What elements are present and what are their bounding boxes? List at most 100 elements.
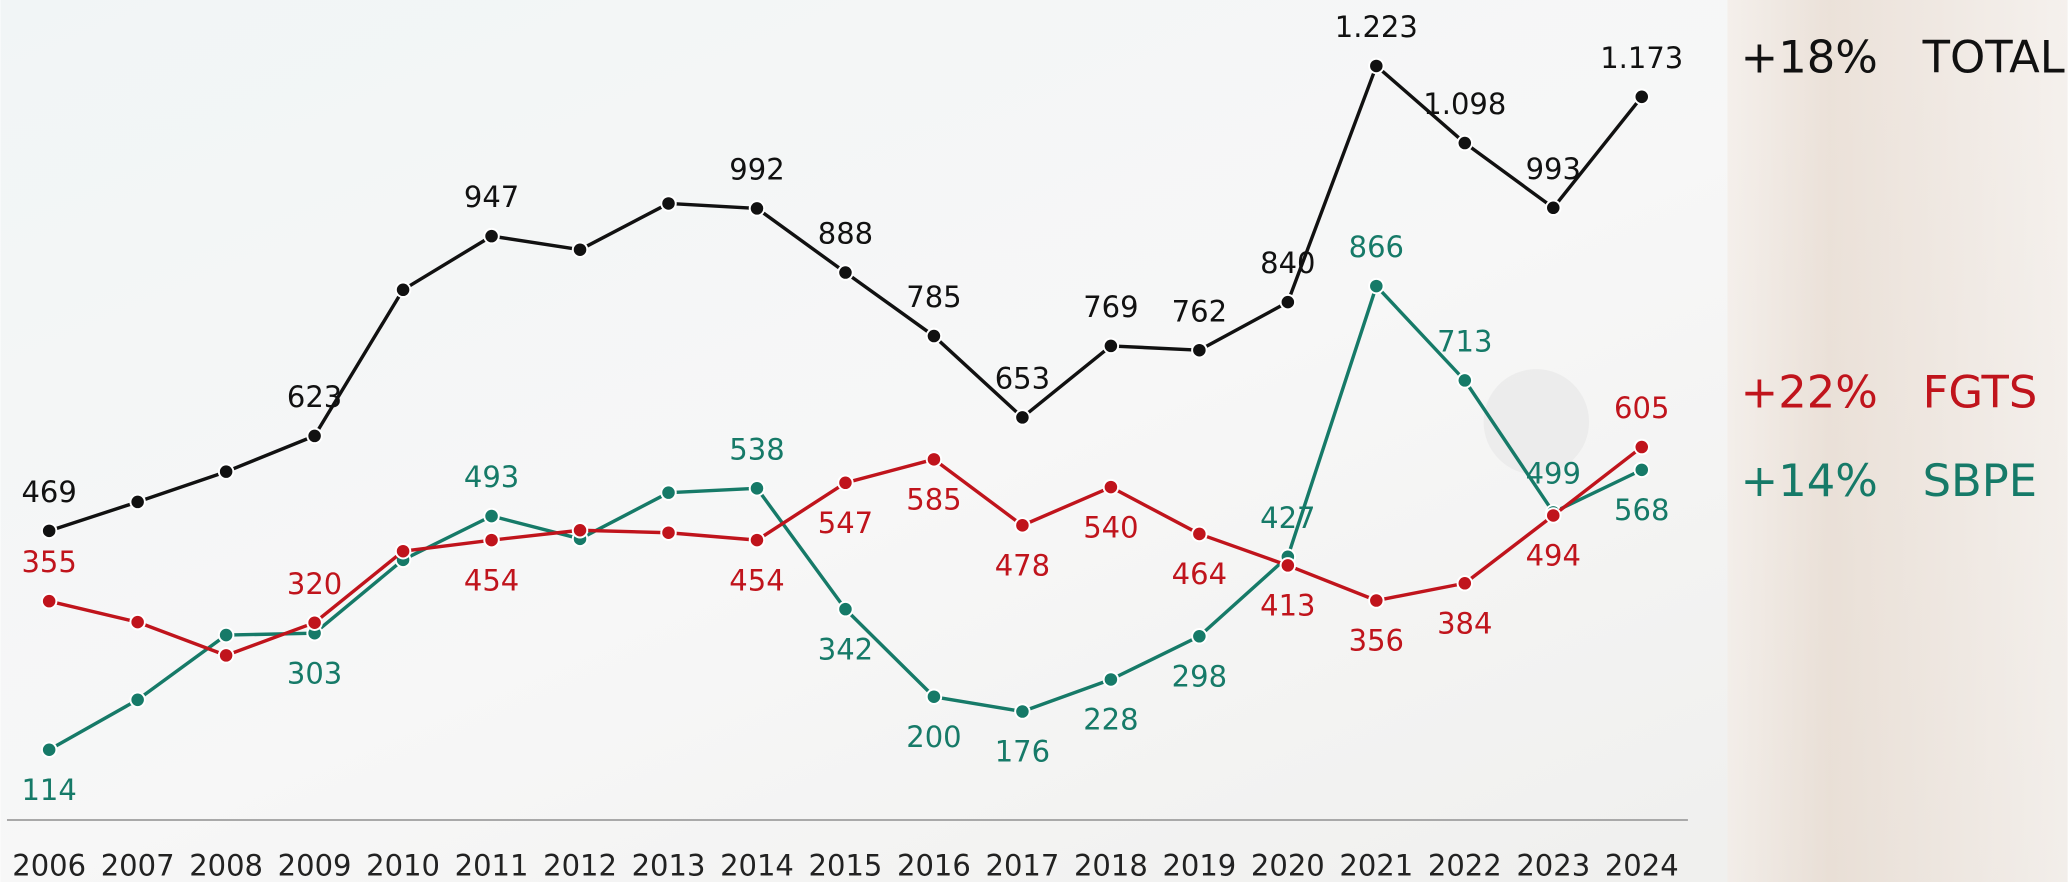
- data-label: 499: [1526, 456, 1581, 490]
- data-label: 585: [906, 483, 961, 517]
- background-door: [1727, 0, 2068, 882]
- x-tick-label: 2010: [366, 848, 440, 882]
- data-label: 762: [1172, 294, 1227, 328]
- data-point: [1102, 337, 1120, 355]
- data-label: 493: [464, 460, 519, 494]
- data-label: 713: [1437, 325, 1492, 359]
- data-point: [660, 195, 677, 212]
- data-label: 623: [287, 380, 342, 414]
- data-label: 478: [995, 549, 1050, 583]
- data-point: [40, 741, 58, 758]
- data-label: 356: [1349, 624, 1404, 658]
- data-point: [1633, 461, 1650, 479]
- data-label: 494: [1526, 539, 1581, 573]
- data-point: [217, 647, 235, 664]
- data-point: [1633, 88, 1650, 106]
- data-label: 342: [818, 632, 873, 666]
- data-label: 568: [1614, 493, 1669, 527]
- data-point: [660, 484, 677, 501]
- data-point: [748, 480, 766, 497]
- data-point: [837, 264, 854, 281]
- data-label: 228: [1083, 703, 1138, 737]
- data-label: 785: [906, 280, 961, 314]
- data-point: [748, 200, 766, 217]
- legend-label: FGTS: [1923, 366, 2038, 419]
- data-point: [837, 600, 854, 618]
- x-tick-label: 2024: [1605, 848, 1679, 882]
- data-point: [40, 522, 58, 540]
- data-point: [1279, 557, 1297, 574]
- data-point: [1191, 525, 1208, 543]
- data-label: 992: [729, 152, 784, 186]
- x-tick-label: 2016: [897, 848, 971, 882]
- data-label: 547: [818, 506, 873, 540]
- data-point: [129, 613, 146, 631]
- data-label: 540: [1083, 510, 1138, 544]
- series-change: +14%: [1741, 454, 1878, 507]
- data-point: [925, 451, 943, 468]
- data-label: 454: [464, 563, 519, 597]
- data-point: [394, 542, 412, 560]
- data-label: 888: [818, 217, 873, 251]
- data-point: [1545, 199, 1562, 217]
- data-label: 303: [287, 656, 342, 690]
- x-tick-label: 2020: [1251, 848, 1325, 882]
- x-tick-label: 2019: [1162, 848, 1236, 882]
- data-point: [1279, 293, 1297, 311]
- data-label: 200: [906, 720, 961, 754]
- data-label: 947: [464, 180, 519, 214]
- data-point: [129, 691, 146, 709]
- data-point: [571, 522, 589, 539]
- data-point: [1456, 575, 1474, 592]
- x-tick-label: 2012: [543, 848, 617, 882]
- data-point: [306, 427, 323, 445]
- data-label: 1.223: [1335, 10, 1418, 44]
- data-point: [483, 507, 500, 525]
- data-point: [1102, 671, 1120, 688]
- data-point: [1191, 628, 1208, 645]
- data-point: [1456, 134, 1474, 152]
- x-tick-label: 2018: [1074, 848, 1148, 882]
- data-point: [217, 463, 235, 480]
- data-label: 298: [1172, 659, 1227, 693]
- data-point: [1014, 703, 1031, 720]
- data-point: [483, 531, 500, 549]
- series-change: +18%: [1741, 31, 1878, 84]
- data-point: [394, 281, 412, 299]
- data-label: 993: [1526, 152, 1581, 186]
- series-change: +22%: [1741, 366, 1878, 419]
- data-point: [1368, 277, 1385, 295]
- data-point: [306, 614, 323, 631]
- data-label: 384: [1437, 606, 1492, 640]
- data-point: [1191, 341, 1208, 359]
- data-label: 469: [21, 475, 76, 509]
- data-point: [925, 688, 943, 705]
- x-tick-label: 2007: [101, 848, 175, 882]
- x-tick-label: 2011: [455, 848, 529, 882]
- data-label: 464: [1172, 557, 1227, 591]
- x-tick-label: 2008: [189, 848, 263, 882]
- data-point: [571, 241, 589, 258]
- data-point: [129, 493, 146, 511]
- x-tick-label: 2022: [1428, 848, 1502, 882]
- legend-label: SBPE: [1923, 454, 2038, 507]
- data-label: 176: [995, 735, 1050, 769]
- x-tick-label: 2023: [1516, 848, 1590, 882]
- data-point: [1014, 409, 1031, 426]
- data-label: 538: [729, 432, 784, 466]
- x-tick-label: 2017: [986, 848, 1060, 882]
- data-label: 114: [21, 773, 76, 807]
- data-label: 653: [995, 362, 1050, 396]
- data-point: [217, 626, 235, 644]
- data-label: 454: [729, 563, 784, 597]
- x-tick-label: 2015: [809, 848, 883, 882]
- data-label: 413: [1260, 589, 1315, 623]
- x-tick-label: 2014: [720, 848, 794, 882]
- data-label: 605: [1614, 391, 1669, 425]
- data-point: [1545, 507, 1562, 524]
- data-label: 866: [1349, 230, 1404, 264]
- data-point: [1102, 478, 1120, 496]
- x-tick-label: 2009: [278, 848, 352, 882]
- data-label: 769: [1083, 290, 1138, 324]
- data-label: 1.173: [1600, 41, 1683, 75]
